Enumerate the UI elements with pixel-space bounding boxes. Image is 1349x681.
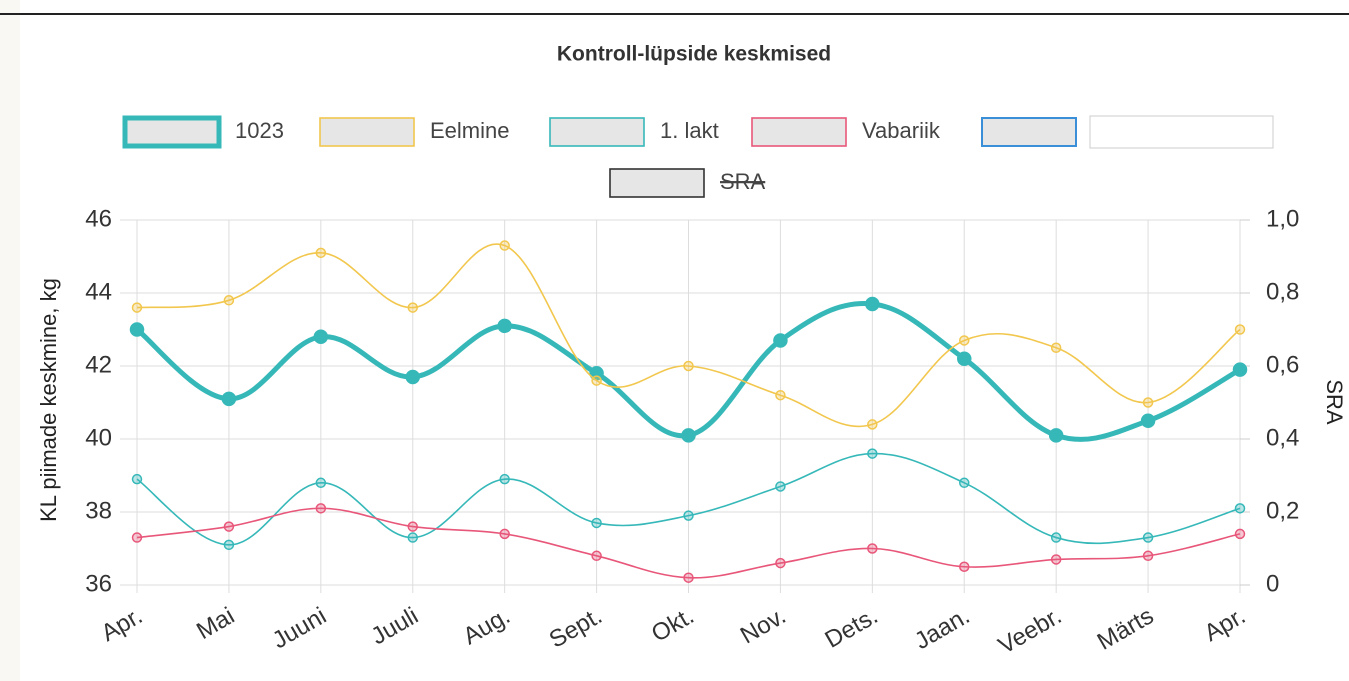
- y2-tick-label: 0,8: [1266, 278, 1299, 305]
- data-point[interactable]: [683, 510, 694, 521]
- x-tick-label: Juuli: [367, 602, 423, 650]
- data-point[interactable]: [959, 561, 970, 572]
- data-point[interactable]: [1048, 428, 1064, 443]
- chart-title: Kontroll-lüpside keskmised: [557, 43, 831, 66]
- x-tick-label: Apr.: [97, 602, 147, 647]
- data-point[interactable]: [131, 473, 143, 485]
- side-strip: [0, 0, 20, 681]
- data-point[interactable]: [1050, 532, 1062, 543]
- legend-label[interactable]: Eelmine: [430, 118, 509, 143]
- data-point[interactable]: [499, 473, 510, 485]
- x-tick-label: Okt.: [647, 602, 699, 647]
- legend-swatch[interactable]: [122, 115, 222, 149]
- y-tick-label: 36: [85, 570, 112, 597]
- legend-label[interactable]: 1023: [235, 118, 284, 143]
- data-point[interactable]: [223, 295, 235, 306]
- y2-tick-label: 0,2: [1266, 497, 1299, 524]
- data-point[interactable]: [315, 477, 327, 489]
- x-tick-label: Jaan.: [910, 602, 974, 655]
- data-point[interactable]: [959, 335, 970, 346]
- x-tick-label: Nov.: [736, 602, 791, 649]
- data-point[interactable]: [1050, 554, 1062, 565]
- series-line: [136, 507, 1241, 579]
- legend-label[interactable]: 1. lakt: [660, 118, 719, 143]
- data-point[interactable]: [775, 481, 786, 492]
- data-point[interactable]: [775, 557, 786, 569]
- x-tick-label: Apr.: [1200, 602, 1250, 647]
- legend-box[interactable]: [981, 117, 1077, 147]
- data-point[interactable]: [683, 360, 694, 372]
- y-tick-label: 46: [85, 205, 112, 232]
- data-point[interactable]: [591, 375, 602, 386]
- y2-axis-label: SRA: [1322, 379, 1347, 425]
- data-point[interactable]: [315, 247, 327, 259]
- data-point[interactable]: [773, 333, 788, 348]
- y-tick-label: 42: [85, 351, 112, 378]
- data-point[interactable]: [407, 521, 418, 532]
- legend-label[interactable]: SRA: [720, 169, 766, 194]
- data-point[interactable]: [1142, 397, 1154, 408]
- y2-tick-label: 0: [1266, 570, 1279, 597]
- data-point[interactable]: [591, 550, 602, 562]
- data-point[interactable]: [865, 296, 880, 312]
- series-line: [136, 452, 1241, 546]
- x-tick-label: Juuni: [268, 602, 331, 654]
- y-tick-label: 38: [85, 497, 112, 524]
- data-point[interactable]: [499, 240, 510, 251]
- y-tick-label: 44: [85, 278, 112, 305]
- data-point[interactable]: [1232, 362, 1248, 377]
- data-point[interactable]: [1142, 532, 1154, 543]
- data-point[interactable]: [1234, 324, 1246, 335]
- x-tick-label: Veebr.: [994, 602, 1066, 659]
- x-tick-label: Märts: [1093, 602, 1158, 655]
- data-point[interactable]: [957, 351, 972, 366]
- data-point[interactable]: [867, 419, 878, 430]
- y2-tick-label: 0,4: [1266, 424, 1299, 451]
- x-tick-label: Mai: [192, 602, 239, 645]
- data-point[interactable]: [591, 517, 602, 529]
- data-point[interactable]: [1234, 528, 1246, 540]
- legend-box[interactable]: [1089, 115, 1274, 149]
- data-point[interactable]: [775, 389, 786, 401]
- data-point[interactable]: [1234, 503, 1246, 514]
- data-point[interactable]: [221, 391, 237, 407]
- data-point[interactable]: [313, 329, 329, 345]
- x-tick-label: Aug.: [459, 602, 515, 650]
- data-point[interactable]: [1050, 342, 1062, 353]
- data-point[interactable]: [867, 543, 878, 554]
- data-point[interactable]: [1142, 550, 1154, 562]
- legend-swatch[interactable]: [549, 117, 645, 147]
- data-point[interactable]: [223, 539, 235, 551]
- y2-tick-label: 1,0: [1266, 205, 1299, 232]
- data-point[interactable]: [1140, 413, 1156, 428]
- series-line: [136, 243, 1241, 428]
- x-tick-label: Sept.: [545, 602, 607, 653]
- y2-tick-label: 0,6: [1266, 351, 1299, 378]
- legend-swatch[interactable]: [319, 117, 415, 147]
- data-point[interactable]: [497, 318, 512, 334]
- data-point[interactable]: [131, 532, 143, 543]
- data-point[interactable]: [681, 428, 696, 443]
- data-point[interactable]: [407, 302, 418, 313]
- legend-swatch[interactable]: [751, 117, 847, 147]
- data-point[interactable]: [223, 521, 235, 532]
- x-tick-label: Dets.: [820, 602, 882, 653]
- data-point[interactable]: [867, 448, 878, 459]
- y-axis-label: KL piimade keskmine, kg: [36, 278, 61, 522]
- data-point[interactable]: [129, 322, 145, 337]
- data-point[interactable]: [131, 302, 143, 313]
- data-point[interactable]: [405, 369, 420, 385]
- data-point[interactable]: [683, 572, 694, 583]
- data-point[interactable]: [959, 477, 970, 489]
- data-point[interactable]: [499, 528, 510, 540]
- data-point[interactable]: [315, 503, 327, 514]
- legend-swatch[interactable]: [609, 168, 705, 198]
- data-point[interactable]: [407, 532, 418, 543]
- y-tick-label: 40: [85, 424, 112, 451]
- legend-label[interactable]: Vabariik: [862, 118, 941, 143]
